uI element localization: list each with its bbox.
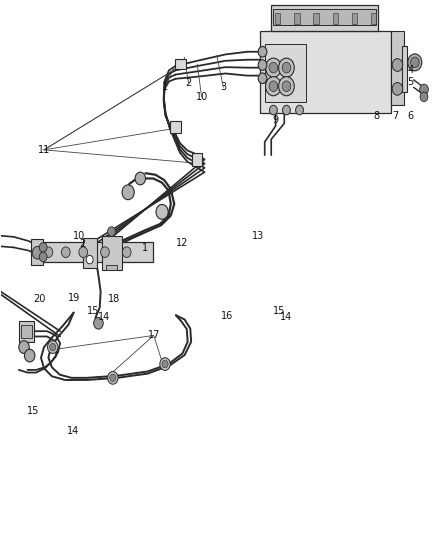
Circle shape bbox=[279, 58, 294, 77]
Circle shape bbox=[122, 247, 131, 257]
Circle shape bbox=[283, 106, 290, 115]
Text: 18: 18 bbox=[108, 294, 120, 304]
Circle shape bbox=[25, 349, 35, 362]
Circle shape bbox=[282, 62, 291, 73]
Circle shape bbox=[279, 77, 294, 96]
Circle shape bbox=[282, 81, 291, 92]
Bar bbox=[371, 12, 376, 24]
Bar bbox=[175, 59, 186, 69]
Circle shape bbox=[19, 341, 29, 353]
Circle shape bbox=[47, 341, 58, 353]
Circle shape bbox=[94, 317, 103, 329]
Circle shape bbox=[110, 374, 116, 382]
Text: 1: 1 bbox=[162, 82, 168, 92]
Bar bbox=[273, 10, 376, 25]
Bar bbox=[352, 12, 357, 24]
Text: 14: 14 bbox=[67, 426, 79, 436]
Circle shape bbox=[135, 172, 145, 185]
Text: 15: 15 bbox=[273, 306, 285, 316]
Bar bbox=[294, 12, 300, 24]
Text: 10: 10 bbox=[195, 92, 208, 102]
Circle shape bbox=[265, 58, 281, 77]
Bar bbox=[31, 239, 43, 265]
Circle shape bbox=[49, 343, 56, 351]
Circle shape bbox=[39, 252, 47, 262]
Bar bbox=[102, 236, 121, 270]
Circle shape bbox=[44, 247, 53, 257]
Text: 10: 10 bbox=[73, 231, 85, 241]
Bar bbox=[275, 12, 280, 24]
Circle shape bbox=[269, 81, 278, 92]
Circle shape bbox=[265, 77, 281, 96]
Text: 12: 12 bbox=[176, 238, 188, 248]
Text: 15: 15 bbox=[28, 406, 40, 416]
Bar bbox=[40, 242, 153, 262]
Circle shape bbox=[392, 59, 403, 71]
Circle shape bbox=[420, 84, 428, 95]
Circle shape bbox=[410, 57, 419, 68]
Bar bbox=[314, 12, 319, 24]
Circle shape bbox=[160, 358, 170, 370]
Circle shape bbox=[79, 247, 88, 257]
Text: 4: 4 bbox=[407, 66, 413, 75]
Bar bbox=[271, 5, 378, 30]
Text: 20: 20 bbox=[33, 294, 46, 304]
Circle shape bbox=[86, 255, 93, 264]
Text: 8: 8 bbox=[374, 111, 380, 121]
Bar bbox=[332, 12, 338, 24]
Circle shape bbox=[258, 46, 267, 57]
Text: 14: 14 bbox=[98, 312, 110, 322]
Text: 15: 15 bbox=[87, 306, 99, 316]
Circle shape bbox=[296, 106, 304, 115]
Circle shape bbox=[108, 372, 118, 384]
Bar bbox=[191, 152, 202, 166]
Circle shape bbox=[156, 205, 168, 219]
Bar bbox=[402, 46, 407, 92]
Bar bbox=[83, 238, 97, 268]
Circle shape bbox=[408, 54, 422, 71]
Text: 7: 7 bbox=[392, 111, 399, 121]
Text: 3: 3 bbox=[220, 82, 226, 92]
Bar bbox=[170, 121, 181, 133]
Bar bbox=[106, 265, 117, 270]
Circle shape bbox=[269, 106, 277, 115]
Circle shape bbox=[420, 92, 428, 102]
Circle shape bbox=[269, 62, 278, 73]
Circle shape bbox=[258, 60, 267, 70]
Bar bbox=[260, 30, 391, 113]
Text: 9: 9 bbox=[272, 115, 279, 125]
Circle shape bbox=[162, 360, 168, 368]
Text: 17: 17 bbox=[148, 330, 160, 341]
Bar bbox=[21, 325, 32, 338]
Bar bbox=[391, 30, 404, 105]
Circle shape bbox=[61, 247, 70, 257]
Circle shape bbox=[392, 83, 403, 95]
Bar bbox=[19, 320, 34, 342]
Bar bbox=[265, 44, 306, 102]
Text: 2: 2 bbox=[185, 78, 192, 88]
Circle shape bbox=[39, 243, 47, 252]
Text: 5: 5 bbox=[407, 77, 413, 87]
Circle shape bbox=[108, 227, 116, 236]
Circle shape bbox=[258, 73, 267, 84]
Text: 13: 13 bbox=[252, 231, 264, 241]
Text: 14: 14 bbox=[280, 312, 293, 322]
Text: 19: 19 bbox=[68, 293, 81, 303]
Circle shape bbox=[122, 185, 134, 200]
Text: 1: 1 bbox=[142, 243, 148, 253]
Text: 16: 16 bbox=[221, 311, 233, 321]
Circle shape bbox=[32, 246, 43, 259]
Text: 11: 11 bbox=[38, 145, 50, 155]
Text: 6: 6 bbox=[407, 111, 413, 121]
Text: 2: 2 bbox=[79, 239, 85, 249]
Circle shape bbox=[101, 247, 110, 257]
